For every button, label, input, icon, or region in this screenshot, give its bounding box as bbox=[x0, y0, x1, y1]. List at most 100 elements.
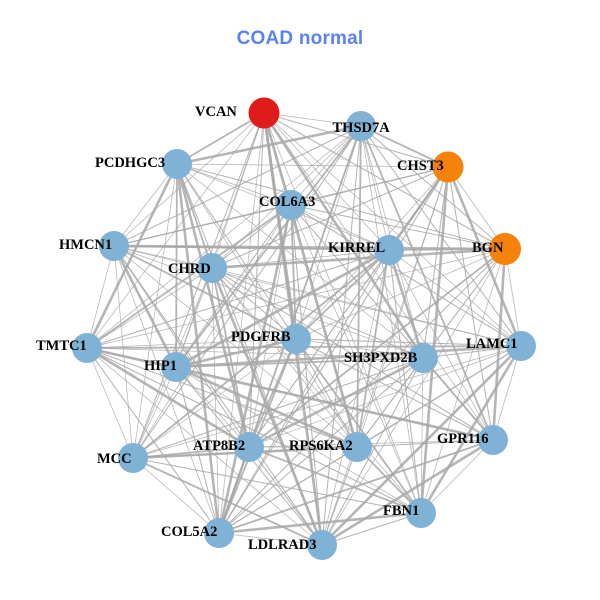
graph-edge bbox=[295, 338, 358, 448]
graph-edge bbox=[86, 347, 134, 459]
graph-node-col5a2[interactable] bbox=[204, 518, 234, 548]
graph-node-hip1[interactable] bbox=[161, 352, 191, 382]
graph-edge bbox=[132, 249, 390, 459]
graph-edge bbox=[420, 439, 494, 514]
graph-edge bbox=[217, 445, 251, 535]
graph-edge bbox=[295, 125, 362, 340]
graph-edge bbox=[86, 248, 506, 349]
graph-edge bbox=[248, 345, 522, 448]
graph-edge bbox=[492, 345, 522, 441]
graph-edge bbox=[132, 338, 297, 459]
graph-edge bbox=[132, 457, 422, 514]
graph-edge bbox=[295, 248, 506, 340]
graph-node-hmcn1[interactable] bbox=[99, 231, 129, 261]
graph-edge bbox=[176, 163, 506, 250]
graph-edge bbox=[356, 446, 422, 514]
graph-edge bbox=[211, 267, 358, 448]
graph-node-kirrel[interactable] bbox=[374, 235, 404, 265]
graph-edge bbox=[263, 112, 494, 441]
graph-edge bbox=[86, 347, 422, 514]
graph-edge bbox=[295, 338, 323, 546]
graph-edge bbox=[86, 347, 220, 534]
graph-edge bbox=[388, 249, 494, 441]
graph-node-rps6ka2[interactable] bbox=[342, 432, 372, 462]
graph-edge bbox=[211, 166, 449, 269]
graph-edge bbox=[113, 163, 178, 247]
graph-edge bbox=[132, 112, 265, 459]
graph-edge bbox=[176, 163, 449, 168]
graph-edge bbox=[420, 248, 506, 514]
graph-edge bbox=[175, 366, 250, 448]
graph-edge bbox=[218, 439, 494, 534]
graph-edge bbox=[175, 366, 220, 534]
graph-edge bbox=[295, 338, 522, 347]
graph-edge bbox=[174, 365, 359, 449]
graph-node-gpr116[interactable] bbox=[478, 425, 508, 455]
graph-edge bbox=[175, 163, 178, 368]
graph-node-ldlrad3[interactable] bbox=[307, 530, 337, 560]
graph-edge bbox=[210, 247, 507, 270]
graph-edge bbox=[360, 125, 494, 441]
graph-node-chst3[interactable] bbox=[432, 151, 464, 183]
graph-edge bbox=[387, 248, 425, 360]
graph-edge bbox=[321, 512, 422, 546]
graph-node-atp8b2[interactable] bbox=[234, 432, 264, 462]
graph-node-sh3pxd2b[interactable] bbox=[408, 343, 438, 373]
graph-edge bbox=[176, 163, 297, 340]
graph-edge bbox=[211, 267, 220, 534]
graph-edge bbox=[504, 248, 522, 347]
graph-edge bbox=[132, 163, 178, 459]
graph-edge bbox=[360, 125, 390, 251]
graph-edge bbox=[86, 338, 297, 349]
graph-node-chrd[interactable] bbox=[197, 253, 227, 283]
graph-node-mcc[interactable] bbox=[118, 443, 148, 473]
graph-node-lamc1[interactable] bbox=[506, 331, 536, 361]
graph-node-pcdhgc3[interactable] bbox=[162, 149, 192, 179]
graph-node-col6a3[interactable] bbox=[276, 190, 306, 220]
graph-node-thsd7a[interactable] bbox=[346, 111, 376, 141]
graph-edge bbox=[248, 446, 422, 514]
graph-edge bbox=[86, 125, 362, 349]
graph-edge bbox=[295, 249, 390, 340]
graph-edge bbox=[211, 267, 522, 347]
graph-edge bbox=[360, 125, 449, 168]
graph-edge bbox=[295, 166, 449, 340]
graph-edge bbox=[86, 245, 115, 349]
graph-edge bbox=[218, 166, 449, 534]
graph-edge bbox=[247, 356, 425, 449]
graph-edge bbox=[113, 245, 220, 534]
graph-edge bbox=[132, 457, 220, 534]
graph-edge bbox=[174, 344, 523, 369]
graph-edge bbox=[218, 248, 506, 534]
graph-edge bbox=[295, 338, 424, 359]
graph-node-tmtc1[interactable] bbox=[72, 333, 102, 363]
graph-node-bgn[interactable] bbox=[489, 233, 521, 265]
page-title: COAD normal bbox=[236, 28, 364, 49]
graph-edge bbox=[132, 366, 177, 459]
graph-node-vcan[interactable] bbox=[248, 97, 280, 129]
graph-edge bbox=[321, 125, 362, 546]
graph-edge bbox=[290, 204, 506, 250]
graph-edge bbox=[248, 249, 390, 448]
graph-edge bbox=[263, 112, 422, 514]
graph-edge bbox=[262, 111, 425, 360]
graph-edge bbox=[176, 163, 292, 206]
graph-edge bbox=[85, 346, 251, 449]
graph-edge bbox=[175, 366, 422, 514]
graph-edge bbox=[132, 357, 424, 459]
graph-edge bbox=[175, 357, 424, 368]
graph-edge bbox=[86, 347, 358, 448]
graph-edge bbox=[132, 457, 323, 546]
graph-edge bbox=[176, 163, 213, 269]
graph-edge bbox=[174, 337, 298, 369]
graph-edge bbox=[419, 165, 450, 515]
graph-edge bbox=[290, 204, 297, 340]
graph-edge bbox=[248, 248, 506, 448]
graph-edge bbox=[320, 438, 495, 547]
graph-node-fbn1[interactable] bbox=[406, 498, 436, 528]
graph-node-pdgfrb[interactable] bbox=[281, 324, 311, 354]
graph-edge bbox=[86, 267, 213, 349]
graph-edge bbox=[175, 162, 221, 535]
graph-edge bbox=[218, 249, 390, 534]
